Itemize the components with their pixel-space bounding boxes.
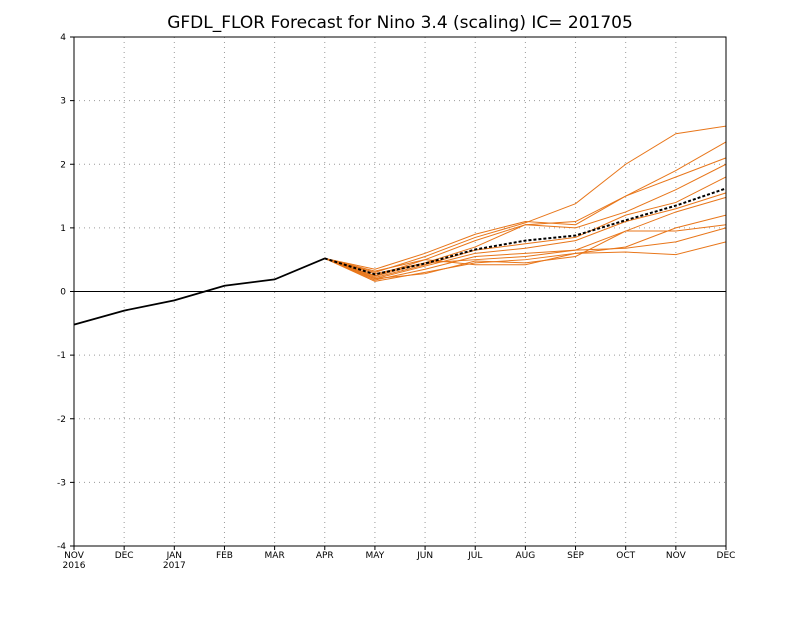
ensemble-mean-series — [324, 187, 727, 276]
y-tick-label: 1 — [60, 224, 66, 234]
plot-frame — [73, 36, 727, 547]
x-tick-label: NOV — [666, 551, 687, 561]
ensemble-member-line — [324, 241, 727, 272]
ensemble-member-line — [324, 214, 727, 282]
x-tick-label: OCT — [616, 551, 635, 561]
y-tick-label: 4 — [60, 33, 66, 43]
x-tick-label: JUL — [467, 551, 482, 561]
ensemble-members — [324, 125, 727, 282]
grid — [74, 37, 726, 546]
x-tick-label: MAR — [265, 551, 285, 561]
x-tick-label: AUG — [516, 551, 536, 561]
ensemble-member-line — [324, 163, 727, 275]
ensemble-member-line — [324, 192, 727, 280]
chart-title: GFDL_FLOR Forecast for Nino 3.4 (scaling… — [167, 13, 633, 33]
observed-series — [73, 257, 326, 326]
ensemble-member-line — [324, 125, 727, 273]
x-tick-label: DEC — [115, 551, 134, 561]
y-axis-ticks: -4 -3 -2 -1 0 1 2 3 4 — [57, 33, 74, 552]
x-tick-label: APR — [316, 551, 334, 561]
y-tick-label: -1 — [57, 351, 66, 361]
y-tick-label: 0 — [60, 288, 66, 298]
ensemble-member-line — [324, 176, 727, 279]
y-tick-label: -4 — [57, 542, 66, 552]
x-tick-label: FEB — [216, 551, 233, 561]
y-tick-label: -2 — [57, 415, 66, 425]
x-tick-year-label: 2016 — [63, 561, 86, 571]
ensemble-member-line — [324, 196, 727, 281]
ensemble-member-line — [324, 157, 727, 270]
x-tick-year-label: 2017 — [163, 561, 186, 571]
x-tick-label: JAN — [166, 551, 182, 561]
x-tick-label: DEC — [717, 551, 736, 561]
y-tick-label: 3 — [60, 97, 66, 107]
x-tick-label: SEP — [567, 551, 584, 561]
x-tick-label: MAY — [366, 551, 385, 561]
ensemble-member-line — [324, 224, 727, 280]
y-tick-label: 2 — [60, 160, 66, 170]
ensemble-mean-line — [324, 187, 727, 276]
x-tick-label: NOV — [64, 551, 85, 561]
y-tick-label: -3 — [57, 478, 66, 488]
ensemble-member-line — [324, 227, 727, 277]
observed-line — [73, 257, 326, 326]
x-tick-label: JUN — [416, 551, 433, 561]
